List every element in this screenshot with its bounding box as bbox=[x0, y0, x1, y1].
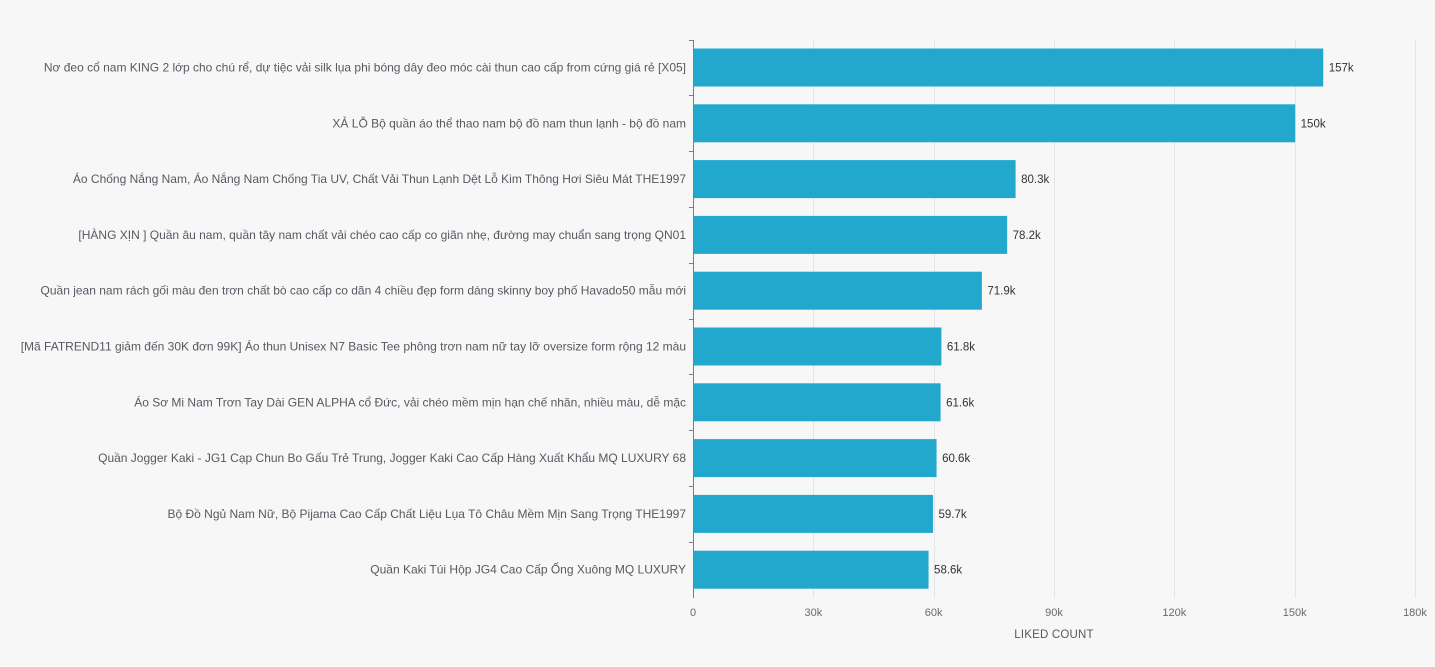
x-tick-label: 150k bbox=[1283, 607, 1307, 619]
x-tick-label: 0 bbox=[690, 607, 696, 619]
x-tick-label: 180k bbox=[1403, 607, 1427, 619]
x-axis-title: LIKED COUNT bbox=[1014, 629, 1094, 641]
data-label: 61.8k bbox=[947, 342, 975, 354]
x-tick-label: 60k bbox=[925, 607, 943, 619]
bar bbox=[693, 104, 1296, 143]
category-label: [HÀNG XỊN ] Quần âu nam, quần tây nam ch… bbox=[78, 227, 686, 242]
bar bbox=[693, 160, 1016, 199]
x-tick-label: 30k bbox=[804, 607, 822, 619]
data-label: 80.3k bbox=[1021, 174, 1049, 186]
category-label: Áo Chống Nắng Nam, Áo Nắng Nam Chống Tia… bbox=[73, 171, 686, 186]
bar bbox=[693, 48, 1324, 87]
bar bbox=[693, 271, 982, 310]
data-label: 58.6k bbox=[934, 565, 962, 577]
data-label: 150k bbox=[1301, 118, 1326, 130]
category-label: XẢ LỖ Bộ quần áo thể thao nam bộ đồ nam … bbox=[332, 115, 686, 130]
bar bbox=[693, 550, 929, 589]
category-label: Quần Jogger Kaki - JG1 Cạp Chun Bo Gấu T… bbox=[98, 451, 686, 465]
data-label: 78.2k bbox=[1013, 230, 1041, 242]
category-label: [Mã FATREND11 giảm đến 30K đơn 99K] Áo t… bbox=[21, 339, 686, 354]
category-label: Quần jean nam rách gối màu đen trơn chất… bbox=[41, 283, 686, 298]
bar bbox=[693, 215, 1008, 254]
bar bbox=[693, 439, 937, 478]
bar bbox=[693, 383, 941, 422]
data-label: 59.7k bbox=[938, 509, 966, 521]
x-tick-label: 90k bbox=[1045, 607, 1063, 619]
bar bbox=[693, 494, 933, 533]
data-label: 60.6k bbox=[942, 453, 970, 465]
category-label: Áo Sơ Mi Nam Trơn Tay Dài GEN ALPHA cổ Đ… bbox=[134, 394, 686, 409]
category-label: Nơ đeo cổ nam KING 2 lớp cho chú rể, dự … bbox=[44, 61, 686, 75]
category-label: Quần Kaki Túi Hộp JG4 Cao Cấp Ống Xuông … bbox=[370, 562, 686, 577]
x-tick-label: 120k bbox=[1162, 607, 1186, 619]
category-label: Bộ Đồ Ngủ Nam Nữ, Bộ Pijama Cao Cấp Chất… bbox=[167, 507, 686, 521]
data-label: 71.9k bbox=[987, 286, 1015, 298]
bar bbox=[693, 327, 942, 366]
data-label: 61.6k bbox=[946, 397, 974, 409]
data-label: 157k bbox=[1329, 63, 1354, 75]
